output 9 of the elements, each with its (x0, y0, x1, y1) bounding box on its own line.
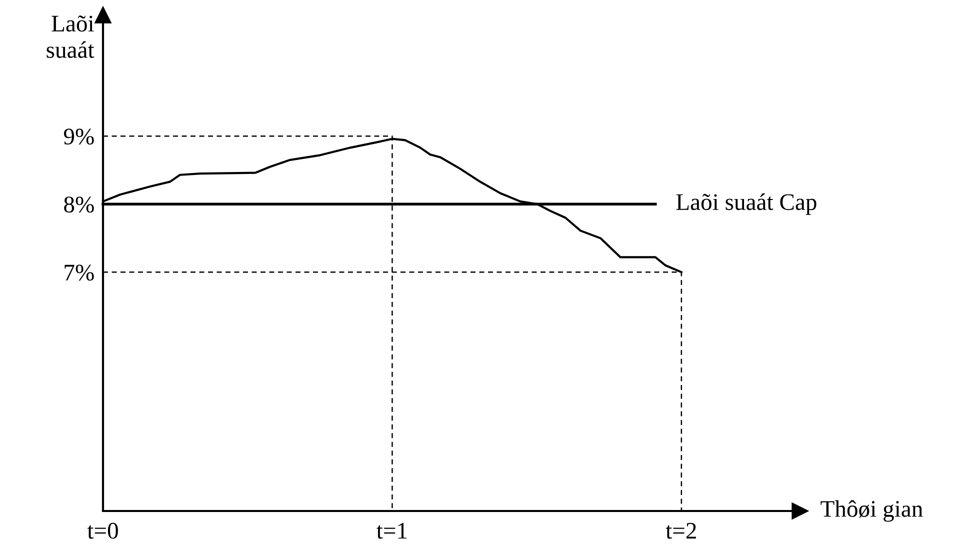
x-tick-label: t=1 (376, 522, 407, 539)
y-tick-label: 9% (64, 128, 94, 145)
x-axis-title: Thôøi gian (820, 500, 923, 522)
series-label: Laõi suaát Cap (676, 193, 816, 215)
y-tick-label: 7% (64, 264, 94, 281)
x-tick-label: t=2 (666, 522, 696, 539)
x-tick-label: t=0 (87, 522, 118, 539)
y-axis-title: Laõi suaát (46, 15, 94, 58)
y-tick-label: 8% (64, 196, 94, 213)
